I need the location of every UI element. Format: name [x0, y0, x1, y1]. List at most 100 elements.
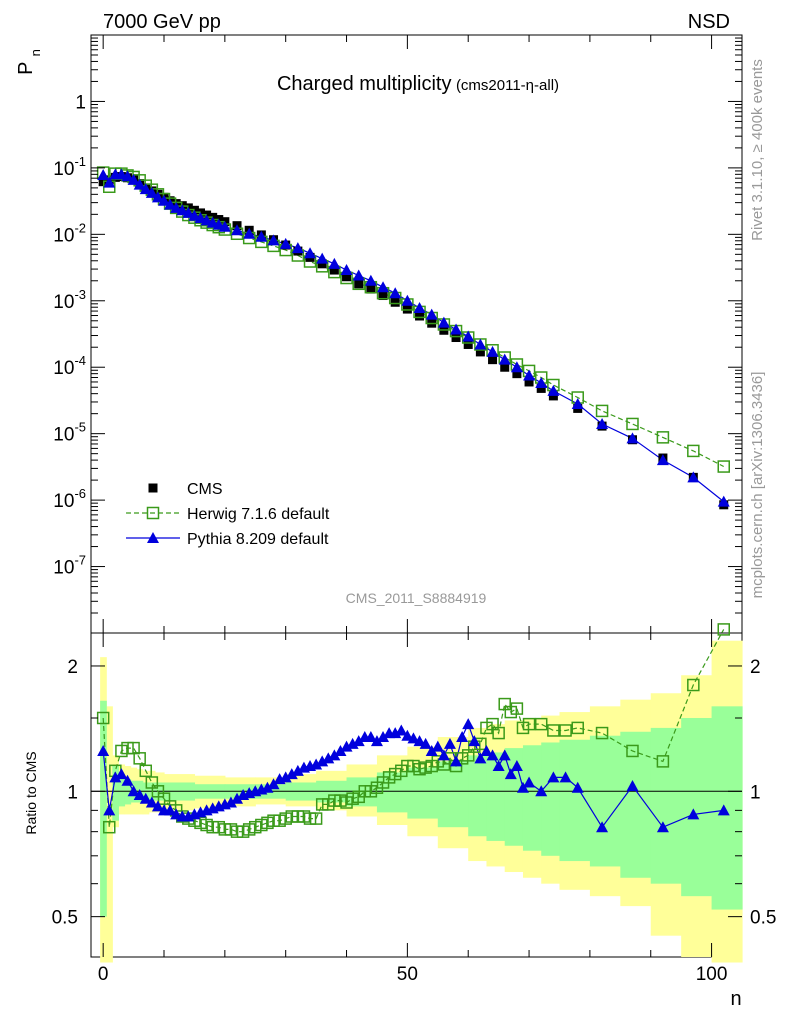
ratio-inner-band — [437, 761, 469, 828]
ratio-y-tick-label-left: 1 — [67, 782, 78, 803]
ratio-pythia-point — [310, 758, 323, 770]
ratio-pythia-point — [133, 788, 146, 800]
ratio-pythia-point — [370, 735, 383, 747]
ratio-pythia-point — [364, 731, 377, 743]
pythia-point — [103, 176, 116, 188]
ratio-herwig-point — [595, 726, 609, 740]
cms-point — [402, 304, 412, 314]
pythia-point — [139, 183, 152, 195]
main-y-tick-label: 10-2 — [53, 220, 86, 246]
ratio-y-tick-label-left: 2 — [67, 657, 78, 678]
ratio-pythia-point — [291, 764, 304, 776]
ratio-pythia-point — [145, 796, 158, 808]
x-tick-label: 100 — [696, 964, 728, 985]
herwig-point — [595, 404, 609, 418]
pythia-point — [158, 194, 171, 206]
ratio-pythia-point — [687, 808, 700, 820]
legend: CMS Herwig 7.1.6 default Pythia 8.209 defa… — [126, 481, 330, 548]
ratio-inner-band — [650, 727, 682, 884]
cms-point — [500, 362, 510, 372]
x-tick-label: 0 — [98, 964, 109, 985]
main-y-tick-exponent: -2 — [74, 220, 86, 235]
ratio-pythia-point — [717, 804, 730, 816]
pythia-point — [377, 281, 390, 293]
pythia-point — [413, 301, 426, 313]
main-y-tick-base: 10 — [53, 292, 74, 313]
ratio-pythia-point — [486, 749, 499, 761]
ratio-herwig-point — [510, 702, 524, 715]
main-y-tick-label: 10-7 — [53, 553, 86, 579]
ratio-pythia-point — [97, 744, 110, 756]
ratio-herwig-point — [717, 623, 730, 636]
main-y-tick-label: 10-4 — [53, 353, 86, 379]
main-y-tick-base: 10 — [53, 425, 74, 446]
ratio-pythia-point — [316, 755, 329, 767]
analysis-id-label: CMS_2011_S8884919 — [346, 590, 487, 606]
cms-point — [475, 347, 485, 357]
ratio-inner-band — [376, 772, 408, 813]
ratio-pythia-point — [151, 800, 164, 812]
x-tick-label: 50 — [397, 964, 418, 985]
pythia-point — [145, 186, 158, 198]
ratio-y-tick-label-right: 1 — [750, 782, 761, 803]
ratio-pythia-point — [510, 760, 523, 772]
main-y-axis: 10-710-610-510-410-310-210-11 — [53, 35, 742, 634]
ratio-pythia-point — [468, 735, 481, 747]
ratio-pythia-point — [267, 778, 280, 790]
ratio-pythia-point — [596, 821, 609, 833]
ratio-herwig-point — [103, 820, 116, 834]
cms-point — [378, 291, 388, 301]
pythia-point — [151, 191, 164, 203]
pythia-point — [717, 495, 730, 507]
legend-herwig-label: Herwig 7.1.6 default — [187, 506, 330, 523]
ratio-inner-band — [541, 742, 561, 856]
pythia-point — [547, 384, 560, 396]
ratio-herwig-point — [522, 717, 536, 731]
legend-cms-label: CMS — [187, 481, 223, 498]
cms-point — [317, 259, 327, 269]
ratio-pythia-point — [139, 792, 152, 804]
pythia-point — [328, 257, 341, 269]
ratio-pythia-point — [443, 737, 456, 749]
cms-point — [366, 284, 376, 294]
ratio-pythia-point — [571, 781, 584, 793]
main-panel: 10-710-610-510-410-310-210-11 Charged mu… — [15, 34, 743, 634]
cms-point — [342, 272, 352, 282]
ratio-inner-band — [118, 777, 126, 807]
legend-pythia-label: Pythia 8.209 default — [187, 531, 329, 548]
pythia-point — [340, 264, 353, 276]
ratio-pythia-point — [328, 749, 341, 761]
pythia-point — [316, 252, 329, 264]
legend-pythia-marker — [147, 532, 159, 543]
pythia-point — [176, 204, 189, 216]
ratio-pythia-point — [231, 792, 244, 804]
ratio-pythia-point — [431, 740, 444, 752]
ratio-pythia-point — [395, 724, 408, 736]
pythia-point — [218, 220, 231, 232]
pythia-point — [243, 227, 256, 239]
pythia-point — [425, 308, 438, 320]
main-y-tick-label: 1 — [75, 92, 86, 113]
ratio-inner-band — [681, 717, 713, 897]
ratio-pythia-point — [498, 749, 511, 761]
ratio-herwig-point — [309, 812, 323, 825]
ratio-herwig-point — [571, 721, 584, 735]
ratio-pythia-point — [456, 731, 469, 743]
herwig-point — [626, 417, 639, 431]
ratio-pythia-point — [437, 749, 450, 761]
main-y-tick-base: 10 — [53, 358, 74, 379]
main-y-tick-exponent: -1 — [74, 154, 86, 169]
ratio-pythia-point — [377, 731, 390, 743]
side-label-rivet: Rivet 3.1.10, ≥ 400k events — [749, 59, 766, 241]
ratio-pythia-point — [504, 768, 517, 780]
ratio-pythia-point — [492, 760, 505, 772]
ratio-inner-band — [112, 766, 119, 821]
ratio-inner-band — [407, 767, 439, 819]
ratio-pythia-point — [413, 735, 426, 747]
pythia-point — [437, 316, 450, 328]
main-y-tick-exponent: -3 — [74, 287, 86, 302]
pythia-point — [535, 376, 548, 388]
x-axis-title: n — [730, 988, 741, 1010]
main-title-text: Charged multiplicity — [277, 73, 452, 95]
